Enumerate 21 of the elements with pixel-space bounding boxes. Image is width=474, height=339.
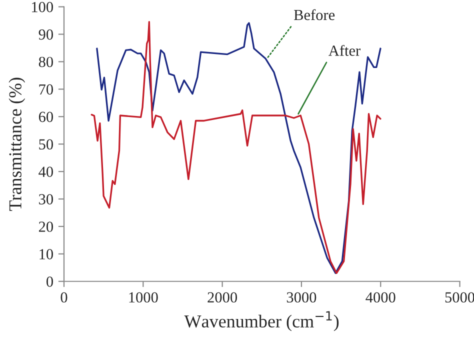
y-tick-label: 10 [40, 249, 53, 260]
y-tick-label: 90 [38, 29, 53, 40]
x-tick-label: 0 [60, 292, 68, 303]
x-tick-label: 5000 [445, 292, 474, 303]
x-tick-label: 2000 [208, 292, 237, 303]
y-tick-label: 100 [32, 2, 53, 12]
x-tick-label: 3000 [286, 292, 316, 303]
x-tick-label: 4000 [366, 292, 396, 303]
x-axis-title: Wavenumber (cm$^{−1}$) [184, 311, 339, 332]
x-tick-label: 1000 [129, 292, 158, 303]
y-tick-label: 40 [38, 166, 53, 177]
y-tick-label: 70 [39, 84, 53, 95]
y-tick-label: 0 [46, 276, 53, 287]
annotation: Before [294, 9, 335, 20]
annotation: After [328, 44, 360, 56]
y-tick-label: 60 [38, 112, 53, 122]
y-tick-label: 20 [38, 222, 53, 232]
y-axis-title: Transmittance (%) [8, 78, 26, 211]
y-tick-label: 50 [39, 139, 53, 150]
y-tick-label: 30 [39, 194, 53, 204]
y-tick-label: 80 [38, 56, 53, 68]
